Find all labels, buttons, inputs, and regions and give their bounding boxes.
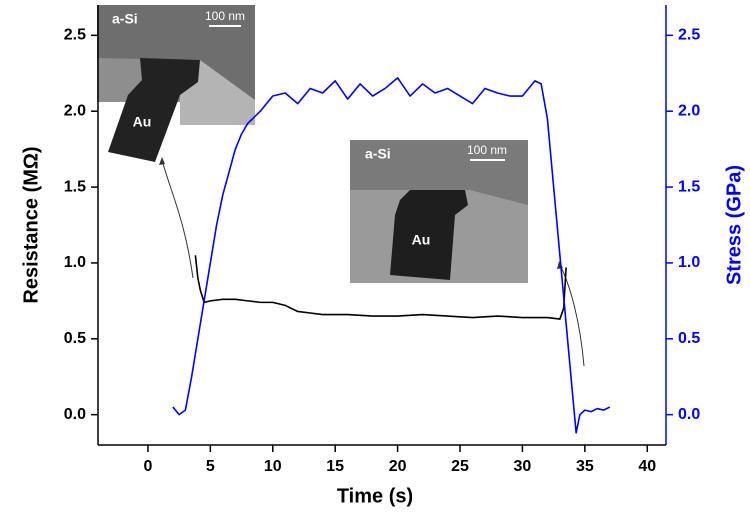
- y-tick-label: 1.0: [64, 254, 86, 271]
- arrow: [161, 159, 194, 279]
- y2-tick-label: 1.0: [678, 254, 700, 271]
- inset-label: Au: [412, 232, 431, 248]
- x-tick-label: 25: [451, 458, 469, 475]
- x-tick-label: 5: [206, 458, 215, 475]
- inset-label: a-Si: [112, 11, 138, 27]
- y2-tick-label: 2.0: [678, 102, 700, 119]
- arrow-head: [159, 157, 165, 165]
- x-tick-label: 15: [326, 458, 344, 475]
- x-tick-label: 35: [576, 458, 594, 475]
- data-line: [172, 77, 611, 434]
- inset-wire: [390, 190, 468, 280]
- y-axis-title: Resistance (MΩ): [20, 146, 42, 303]
- x-tick-label: 10: [264, 458, 282, 475]
- data-line: [194, 255, 567, 320]
- inset-region: [350, 140, 528, 205]
- y2-tick-label: 2.5: [678, 27, 700, 44]
- inset-scale: 100 nm: [467, 143, 507, 157]
- arrow: [559, 264, 585, 367]
- inset-label: a-Si: [365, 146, 391, 162]
- y-tick-label: 0.5: [64, 330, 86, 347]
- x-tick-label: 30: [514, 458, 532, 475]
- y2-axis-title: Stress (GPa): [723, 165, 745, 285]
- x-tick-label: 40: [638, 458, 656, 475]
- inset-2: a-Si 100 nm Au: [350, 140, 528, 283]
- inset-label: Au: [133, 114, 152, 130]
- x-tick-label: 20: [389, 458, 407, 475]
- y2-tick-label: 1.5: [678, 178, 700, 195]
- inset-1: a-Si 100 nm Au: [97, 5, 255, 162]
- y-tick-label: 2.0: [64, 102, 86, 119]
- y-tick-label: 2.5: [64, 27, 86, 44]
- inset-region: [97, 5, 255, 100]
- y-tick-label: 1.5: [64, 178, 86, 195]
- y2-tick-label: 0.0: [678, 406, 700, 423]
- inset-wire: [108, 58, 200, 162]
- x-tick-label: 0: [143, 458, 152, 475]
- y2-tick-label: 0.5: [678, 330, 700, 347]
- inset-scale: 100 nm: [205, 9, 245, 23]
- x-axis-title: Time (s): [337, 485, 413, 507]
- y-tick-label: 0.0: [64, 406, 86, 423]
